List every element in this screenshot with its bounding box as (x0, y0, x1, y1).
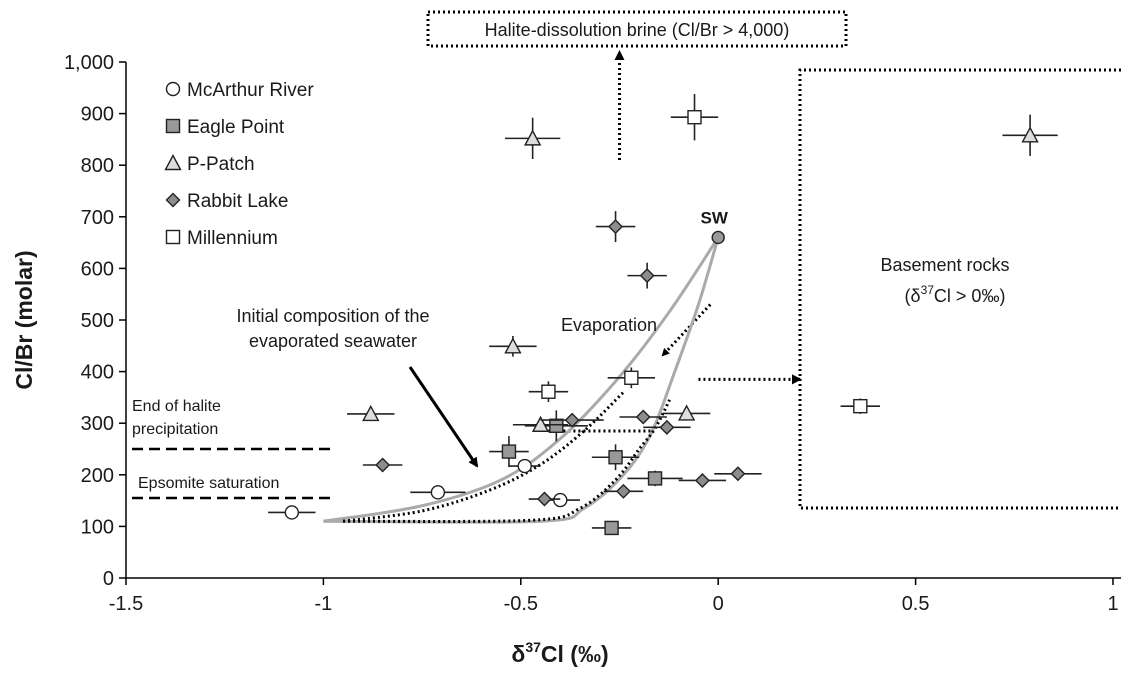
series-p-patch (347, 114, 1058, 432)
x-tick-label: -0.5 (504, 593, 538, 615)
epsomite-label: Epsomite saturation (138, 475, 279, 492)
legend-marker-eagle-point (165, 118, 181, 134)
data-point-eagle-point (501, 444, 517, 459)
halite-brine-label: Halite-dissolution brine (Cl/Br > 4,000) (485, 20, 790, 40)
legend-label-p-patch: P-Patch (187, 154, 255, 175)
data-point-millennium (853, 398, 868, 414)
data-point-mcarthur-river (430, 485, 446, 500)
data-point-p-patch (1021, 126, 1039, 143)
x-axis-title: δ37Cl (‰) (511, 639, 608, 667)
y-tick-label: 800 (81, 155, 114, 177)
initial-composition-arrow (408, 366, 479, 468)
data-point-rabbit-lake (730, 466, 746, 482)
legend-label-mcarthur-river: McArthur River (187, 80, 314, 101)
data-point-rabbit-lake (635, 409, 651, 425)
data-point-rabbit-lake (564, 412, 580, 428)
halite-brine-box (426, 10, 848, 48)
data-point-rabbit-lake (608, 219, 624, 235)
y-tick-label: 700 (81, 207, 114, 229)
y-tick-label: 900 (81, 104, 114, 126)
y-axis-title: Cl/Br (molar) (11, 250, 37, 389)
y-tick-label: 1,000 (64, 52, 114, 74)
legend: McArthur River Eagle Point P-Patch Rabbit L… (164, 80, 314, 249)
x-tick-label: -1.5 (109, 593, 143, 615)
sw-label: SW (701, 208, 729, 227)
data-point-millennium (624, 370, 639, 385)
legend-marker-mcarthur-river (165, 81, 181, 97)
data-point-p-patch (362, 404, 380, 422)
data-point-eagle-point (549, 418, 564, 433)
initial-composition-line1: Initial composition of the (236, 306, 429, 326)
legend-marker-rabbit-lake (165, 192, 181, 208)
y-tick-label: 600 (81, 258, 114, 280)
series-mcarthur-river (268, 458, 581, 520)
data-point-eagle-point (608, 450, 623, 465)
y-tick-label: 500 (81, 310, 114, 332)
data-point-p-patch (677, 404, 696, 421)
legend-marker-p-patch (164, 154, 182, 171)
data-point-p-patch (531, 415, 550, 432)
evaporation-label: Evaporation (561, 315, 657, 335)
data-point-mcarthur-river (284, 505, 300, 520)
data-point-rabbit-lake (375, 457, 391, 473)
evaporation-curve-upper (323, 236, 720, 523)
data-point-eagle-point (647, 471, 663, 486)
data-point-rabbit-lake (694, 472, 710, 488)
data-point-rabbit-lake (615, 483, 631, 499)
x-tick-label: -1 (315, 593, 333, 615)
legend-label-millennium: Millennium (187, 228, 278, 249)
legend-label-rabbit-lake: Rabbit Lake (187, 191, 288, 212)
y-tick-label: 0 (103, 568, 114, 590)
data-point-rabbit-lake (659, 419, 675, 435)
legend-marker-millennium (165, 229, 181, 245)
data-point-rabbit-lake (639, 268, 655, 284)
evaporation-path-upper (342, 391, 625, 523)
series-rabbit-lake (362, 211, 762, 507)
halite-end-label-1: End of halite (132, 398, 221, 415)
basement-label-1: Basement rocks (880, 255, 1009, 275)
basement-label-2: (δ37Cl > 0‰) (905, 283, 1006, 306)
series-eagle-point (489, 410, 683, 536)
initial-composition-line2: evaporated seawater (249, 331, 417, 351)
evaporation-curve-lower (323, 237, 720, 524)
sw-point (711, 230, 725, 245)
data-point-rabbit-lake (536, 491, 552, 507)
y-tick-label: 300 (81, 413, 114, 435)
halite-end-label-2: precipitation (132, 421, 218, 438)
y-tick-label: 400 (81, 362, 114, 384)
evaporation-arrow (661, 303, 712, 357)
data-point-mcarthur-river (553, 492, 568, 508)
data-point-millennium (541, 384, 556, 399)
data-point-eagle-point (604, 520, 619, 536)
y-tick-label: 100 (81, 516, 114, 538)
data-point-mcarthur-river (517, 458, 532, 474)
data-point-millennium (687, 110, 702, 125)
x-tick-label: 1 (1107, 593, 1118, 615)
series-millennium (528, 93, 881, 414)
x-tick-label: 0.5 (902, 593, 930, 615)
basement-box (798, 68, 1121, 510)
data-point-p-patch (504, 337, 522, 354)
y-tick-label: 200 (81, 465, 114, 487)
data-point-p-patch (523, 129, 542, 146)
x-tick-label: 0 (713, 593, 724, 615)
legend-label-eagle-point: Eagle Point (187, 117, 285, 138)
